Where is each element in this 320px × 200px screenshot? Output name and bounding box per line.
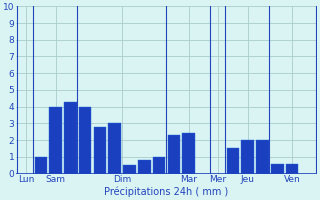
Bar xyxy=(286,164,298,174)
Bar xyxy=(227,148,239,174)
Bar xyxy=(108,123,121,174)
Bar xyxy=(35,157,47,174)
Bar xyxy=(182,133,195,174)
Bar xyxy=(153,157,165,174)
Bar xyxy=(94,127,106,174)
Bar xyxy=(49,107,62,174)
Bar xyxy=(168,135,180,174)
Bar xyxy=(64,102,77,174)
Bar xyxy=(242,140,254,174)
Bar xyxy=(256,140,269,174)
Bar xyxy=(123,165,136,174)
Bar xyxy=(271,164,284,174)
Bar xyxy=(138,160,150,174)
X-axis label: Précipitations 24h ( mm ): Précipitations 24h ( mm ) xyxy=(104,187,228,197)
Bar xyxy=(79,107,92,174)
